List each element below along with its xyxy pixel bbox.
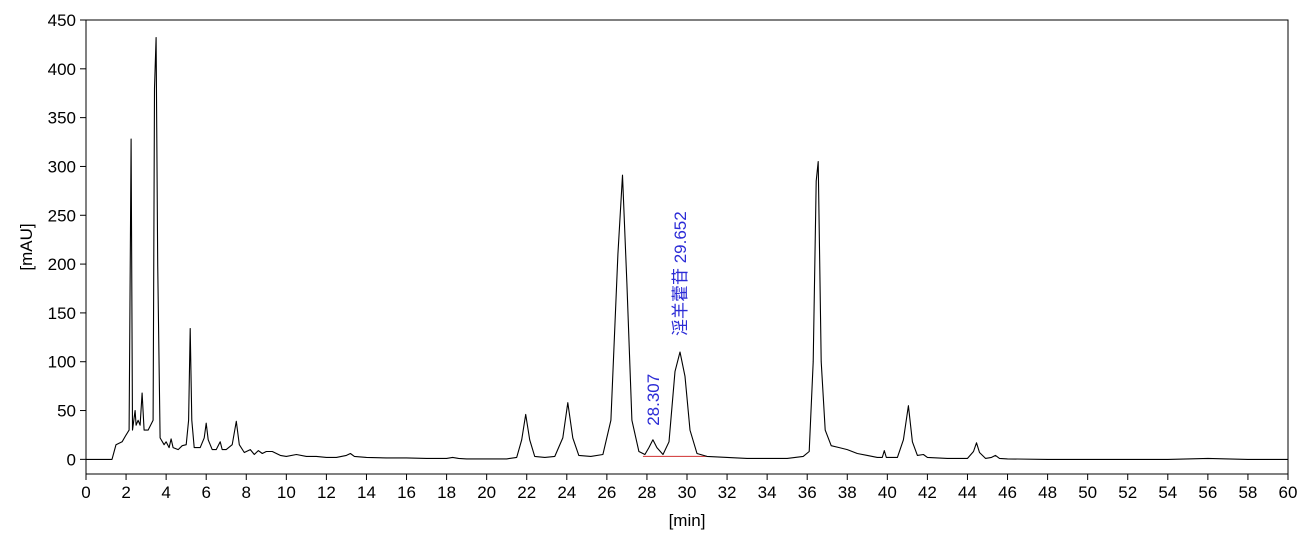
x-axis: 0 2 4 6 8 10 12 14 16 18 20 22 24 26 28 30 32 34 36 38 40 42 4… (81, 474, 1297, 502)
y-tick-label: 450 (48, 11, 76, 30)
x-tick-label: 54 (1158, 483, 1177, 502)
x-tick-label: 56 (1198, 483, 1217, 502)
x-tick-label: 40 (878, 483, 897, 502)
peak-labels: 28.307 淫羊藿苷 29.652 (644, 211, 690, 426)
x-tick-label: 34 (758, 483, 777, 502)
x-tick-label: 28 (637, 483, 656, 502)
x-axis-title: [min] (669, 511, 706, 530)
x-tick-label: 38 (838, 483, 857, 502)
x-tick-label: 24 (557, 483, 576, 502)
y-tick-label: 250 (48, 206, 76, 225)
y-tick-label: 100 (48, 353, 76, 372)
y-tick-label: 300 (48, 157, 76, 176)
series-layer (86, 37, 1288, 460)
x-tick-label: 44 (958, 483, 977, 502)
x-tick-label: 26 (597, 483, 616, 502)
y-axis: 0 50 100 150 200 250 300 350 400 450 (48, 11, 86, 469)
y-tick-label: 0 (67, 450, 76, 469)
peak-label: 淫羊藿苷 29.652 (671, 211, 690, 336)
x-tick-label: 22 (517, 483, 536, 502)
x-tick-label: 30 (678, 483, 697, 502)
y-tick-label: 200 (48, 255, 76, 274)
x-tick-label: 58 (1238, 483, 1257, 502)
x-tick-label: 4 (161, 483, 170, 502)
x-tick-label: 16 (397, 483, 416, 502)
y-tick-label: 400 (48, 60, 76, 79)
x-tick-label: 2 (121, 483, 130, 502)
x-tick-label: 52 (1118, 483, 1137, 502)
x-tick-label: 60 (1279, 483, 1298, 502)
chromatogram-trace (86, 37, 1288, 460)
x-tick-label: 14 (357, 483, 376, 502)
y-tick-label: 350 (48, 109, 76, 128)
y-tick-label: 150 (48, 304, 76, 323)
x-tick-label: 36 (798, 483, 817, 502)
x-tick-label: 20 (477, 483, 496, 502)
peak-label: 28.307 (644, 374, 663, 426)
x-tick-label: 0 (81, 483, 90, 502)
x-tick-label: 18 (437, 483, 456, 502)
x-tick-label: 6 (201, 483, 210, 502)
x-tick-label: 46 (998, 483, 1017, 502)
y-axis-title: [mAU] (17, 223, 36, 270)
x-tick-label: 48 (1038, 483, 1057, 502)
x-tick-label: 12 (317, 483, 336, 502)
y-tick-label: 50 (57, 402, 76, 421)
x-tick-label: 50 (1078, 483, 1097, 502)
x-tick-label: 10 (277, 483, 296, 502)
x-tick-label: 8 (242, 483, 251, 502)
x-tick-label: 32 (718, 483, 737, 502)
x-tick-label: 42 (918, 483, 937, 502)
